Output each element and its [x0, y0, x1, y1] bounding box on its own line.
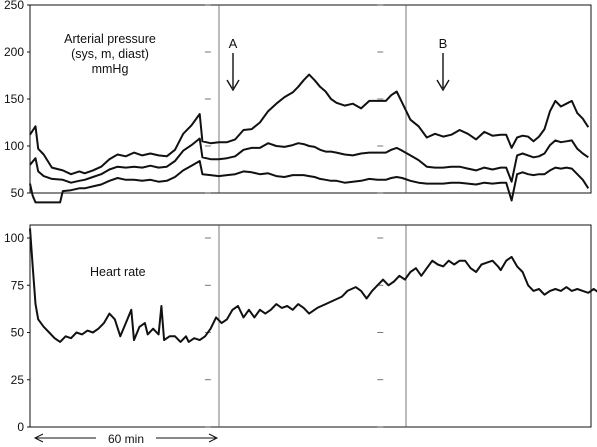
pressure-label-line-3: mmHg [92, 62, 129, 76]
pressure-series-line-3 [29, 160, 590, 204]
heart-rate-label: Heart rate [90, 265, 146, 279]
heart-rate-series-line-1 [29, 228, 597, 343]
pressure-y-tick-label: 50 [11, 186, 25, 200]
pressure-y-tick-label: 150 [4, 92, 24, 106]
time-scale-bar-label-bg [96, 430, 156, 445]
time-scale-bar: 60 min [33, 430, 219, 446]
event-marker-a-head [226, 79, 240, 92]
pressure-label-line-2: (sys, m, diast) [71, 47, 149, 61]
event-marker-a-label: A [229, 36, 238, 51]
heart-rate-y-tick-label: 100 [4, 231, 24, 245]
pressure-y-tick-label: 250 [4, 0, 24, 12]
heart-rate-series-group [29, 228, 597, 343]
pressure-label-line-1: Arterial pressure [64, 32, 156, 46]
heart-rate-y-tick-label: 25 [11, 373, 25, 387]
time-scale-bar-label: 60 min [108, 432, 144, 446]
pressure-y-tick-label: 200 [4, 45, 24, 59]
pressure-series-line-1 [29, 73, 590, 176]
heart-rate-y-tick-label: 75 [11, 278, 25, 292]
time-scale-bar-right-head [208, 433, 219, 443]
pressure-y-ticks: 50 100 150 200 250 [4, 0, 384, 200]
pressure-series-line-2 [29, 137, 589, 184]
pressure-series-group [29, 73, 590, 204]
heart-rate-y-ticks: 0 25 50 75 100 [4, 231, 384, 434]
event-marker-b-label: B [439, 36, 448, 51]
heart-rate-panel-frame [29, 224, 592, 428]
time-scale-bar-left-head [33, 433, 44, 443]
event-marker-b: B [436, 36, 450, 92]
event-marker-b-head [436, 79, 450, 92]
pressure-y-tick-label: 100 [4, 139, 24, 153]
heart-rate-y-tick-label: 50 [11, 326, 25, 340]
event-marker-a: A [226, 36, 240, 92]
heart-rate-y-tick-label: 0 [17, 420, 24, 434]
